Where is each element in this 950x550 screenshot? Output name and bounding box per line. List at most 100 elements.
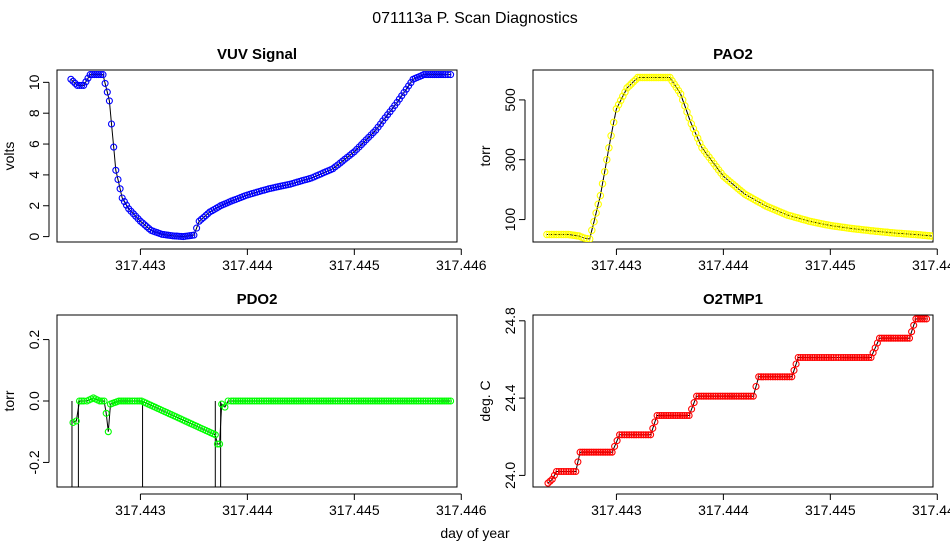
panel-4-point bbox=[827, 353, 835, 362]
panel-4-point bbox=[583, 448, 591, 456]
panel-3-x-tick-label: 317.446 bbox=[436, 502, 487, 518]
panel-3: PDO2 torr 317.443 317.444 317.445 317.446 -0.2… bbox=[1, 291, 487, 518]
panel-2-point bbox=[557, 230, 565, 239]
panel-1-point bbox=[107, 120, 116, 128]
panel-3-point bbox=[350, 397, 358, 405]
panel-2-point bbox=[902, 230, 911, 238]
panel-4-point bbox=[899, 334, 907, 342]
panel-4-point bbox=[815, 353, 823, 362]
panel-1-point bbox=[105, 97, 113, 105]
panel-2-data bbox=[543, 73, 933, 242]
panel-3-point bbox=[338, 397, 346, 405]
panel-4-point bbox=[792, 360, 800, 368]
panel-1-data bbox=[67, 71, 455, 241]
panel-2-point bbox=[627, 80, 636, 88]
panel-3-point bbox=[369, 397, 377, 405]
panels: VUV Signal volts 317.443 317.444 317.445 317.… bbox=[1, 46, 950, 518]
panel-2-y-label: torr bbox=[477, 145, 493, 166]
panel-2-point bbox=[838, 223, 846, 231]
panel-4-point bbox=[862, 353, 870, 362]
panel-4-point bbox=[671, 411, 679, 420]
panel-4-point bbox=[855, 353, 864, 362]
panel-2-point bbox=[629, 77, 638, 86]
panel-2-title: PAO2 bbox=[713, 46, 753, 63]
panel-4-point bbox=[635, 431, 643, 439]
panel-3-point bbox=[227, 397, 235, 405]
panel-2-point bbox=[719, 172, 728, 180]
panel-3-point bbox=[98, 397, 106, 405]
panel-3-point bbox=[389, 397, 397, 405]
panel-2-point bbox=[729, 180, 737, 188]
panel-4-y-tick-label: 24.8 bbox=[502, 307, 518, 334]
panel-3-point bbox=[353, 397, 361, 405]
panel-3-point bbox=[396, 397, 404, 405]
panel-4-point bbox=[649, 424, 657, 432]
panel-1-point bbox=[197, 215, 205, 223]
panel-4-point bbox=[704, 392, 713, 400]
panel-3-point bbox=[442, 397, 450, 405]
panel-3-point bbox=[398, 397, 407, 405]
panel-3-y-tick-label: 0.2 bbox=[26, 330, 42, 350]
panel-2-point bbox=[696, 139, 704, 147]
panel-3-point bbox=[304, 397, 312, 405]
panel-1-point bbox=[193, 224, 201, 232]
panel-2-y-tick-label: 100 bbox=[502, 208, 518, 232]
panel-4-point bbox=[644, 431, 652, 439]
panel-3-point bbox=[265, 397, 273, 405]
panel-4-point bbox=[700, 392, 708, 400]
panel-4-point bbox=[920, 315, 928, 323]
panel-4-point bbox=[740, 392, 748, 400]
panel-2-x-tick-label: 317.445 bbox=[805, 257, 856, 273]
panel-2-point bbox=[631, 75, 640, 84]
panel-3-series-line bbox=[72, 397, 451, 445]
panel-2-point bbox=[590, 217, 598, 226]
panel-2-point bbox=[596, 191, 605, 200]
panel-3-y-tick-label: -0.2 bbox=[26, 450, 42, 474]
panel-2: PAO2 torr 317.443 317.444 317.445 317.446 100 3… bbox=[477, 46, 950, 273]
panel-2-point bbox=[550, 230, 558, 239]
panel-4-title: O2TMP1 bbox=[703, 291, 763, 308]
panel-3-point bbox=[135, 397, 143, 405]
panel-4-point bbox=[749, 392, 757, 400]
panel-1-point bbox=[67, 75, 75, 83]
panel-4-point bbox=[878, 334, 886, 342]
panel-3-point bbox=[234, 397, 242, 405]
panel-2-point bbox=[866, 226, 875, 235]
panel-3-point bbox=[359, 397, 368, 405]
panel-4-point bbox=[860, 353, 868, 362]
panel-1-point bbox=[441, 71, 449, 79]
panel-1: VUV Signal volts 317.443 317.444 317.445 317.… bbox=[1, 46, 487, 273]
panel-4-point bbox=[597, 448, 605, 456]
panel-3-point bbox=[378, 397, 386, 405]
panel-3-point bbox=[104, 428, 112, 436]
panel-1-point bbox=[202, 212, 210, 220]
panel-4-point bbox=[853, 353, 861, 362]
panel-4-point bbox=[674, 411, 682, 420]
panel-4-point bbox=[647, 431, 655, 439]
panel-3-point bbox=[366, 397, 374, 405]
panel-3-point bbox=[121, 397, 129, 405]
panel-3-point bbox=[290, 397, 298, 405]
panel-2-point bbox=[603, 155, 611, 164]
panel-1-point bbox=[199, 213, 208, 222]
panel-2-point bbox=[881, 228, 889, 236]
panel-1-title: VUV Signal bbox=[217, 46, 297, 63]
panel-4-point bbox=[892, 334, 900, 342]
panel-4-point bbox=[576, 448, 584, 456]
panel-4-frame bbox=[532, 314, 934, 488]
panel-2-x-tick-label: 317.444 bbox=[698, 257, 749, 273]
panel-1-point bbox=[355, 143, 363, 151]
panel-3-point bbox=[311, 397, 319, 405]
panel-3-point bbox=[246, 397, 254, 405]
panel-4-point bbox=[887, 334, 895, 342]
panel-4-point bbox=[894, 334, 902, 342]
panel-2-point bbox=[900, 229, 908, 238]
panel-4-point bbox=[834, 353, 843, 362]
panel-3-point bbox=[269, 397, 277, 405]
panel-3-point bbox=[444, 397, 452, 405]
panel-2-point bbox=[845, 224, 854, 232]
panel-4-y-tick-label: 24.4 bbox=[502, 384, 518, 411]
panel-1-point bbox=[143, 223, 151, 231]
panel-4-point bbox=[608, 448, 616, 456]
panel-1-point bbox=[97, 71, 105, 79]
